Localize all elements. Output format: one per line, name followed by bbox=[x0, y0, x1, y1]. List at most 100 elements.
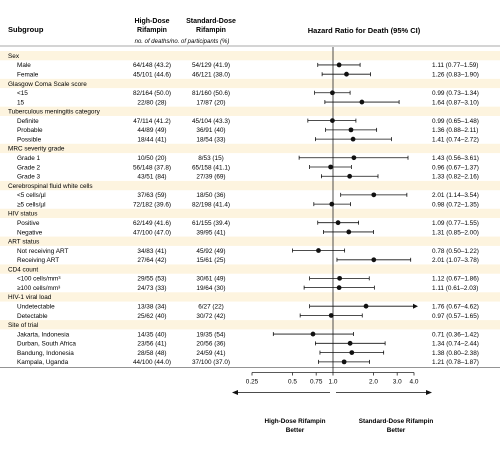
standard-dose-value: 82/198 (41.4) bbox=[192, 201, 230, 208]
high-dose-value: 10/50 (20) bbox=[137, 155, 166, 162]
footer-left-line1: High-Dose Rifampin bbox=[264, 418, 325, 425]
subgroup-label: Bandung, Indonesia bbox=[17, 350, 74, 357]
high-dose-value: 44/100 (44.0) bbox=[133, 359, 171, 366]
high-dose-value: 24/73 (33) bbox=[137, 285, 166, 292]
subgroup-label: Negative bbox=[17, 229, 43, 236]
category-band bbox=[0, 264, 500, 274]
hazard-ratio-point bbox=[363, 303, 369, 309]
hazard-ratio-point bbox=[347, 173, 353, 179]
standard-dose-value: 15/61 (25) bbox=[196, 257, 225, 264]
standard-dose-value: 19/35 (54) bbox=[196, 331, 225, 338]
standard-dose-value: 6/27 (22) bbox=[198, 304, 224, 311]
subgroup-label: Probable bbox=[17, 127, 43, 134]
hazard-ratio-point bbox=[348, 127, 354, 133]
hazard-ratio-text: 1.11 (0.77–1.59) bbox=[432, 62, 478, 69]
subgroup-label: Positive bbox=[17, 220, 40, 227]
subgroup-label: Durban, South Africa bbox=[17, 341, 76, 348]
hazard-ratio-point bbox=[336, 285, 342, 291]
hazard-ratio-text: 1.12 (0.67–1.86) bbox=[432, 276, 479, 283]
x-tick-label: 4.0 bbox=[410, 379, 419, 386]
hazard-ratio-text: 0.97 (0.57–1.65) bbox=[432, 313, 479, 320]
high-dose-header-line2: Rifampin bbox=[137, 27, 167, 34]
category-label: MRC severity grade bbox=[8, 146, 65, 153]
hazard-ratio-point bbox=[330, 90, 335, 96]
standard-dose-value: 81/160 (50.6) bbox=[192, 90, 230, 97]
standard-dose-value: 20/56 (36) bbox=[196, 341, 225, 348]
standard-dose-header-line1: Standard-Dose bbox=[186, 18, 236, 25]
hazard-ratio-point bbox=[328, 164, 334, 170]
category-band bbox=[0, 292, 500, 302]
hazard-ratio-point bbox=[346, 229, 352, 235]
hazard-ratio-point bbox=[337, 275, 343, 281]
hazard-ratio-text: 2.01 (1.14–3.54) bbox=[432, 192, 479, 199]
category-band bbox=[0, 180, 500, 191]
hazard-ratio-text: 2.01 (1.07–3.78) bbox=[432, 257, 479, 264]
hazard-ratio-text: 1.26 (0.83–1.90) bbox=[432, 72, 479, 79]
subgroup-label: Kampala, Uganda bbox=[17, 359, 69, 366]
right-direction-arrowhead bbox=[426, 390, 432, 396]
hazard-ratio-point bbox=[330, 118, 335, 123]
hazard-ratio-text: 1.76 (0.67–4.62) bbox=[432, 304, 479, 311]
category-label: Tuberculous meningitis category bbox=[8, 109, 101, 116]
high-dose-value: 56/148 (37.8) bbox=[133, 164, 171, 171]
hazard-ratio-text: 0.99 (0.65–1.48) bbox=[432, 118, 479, 125]
category-label: Glasgow Coma Scale score bbox=[8, 81, 87, 88]
high-dose-value: 43/51 (84) bbox=[137, 174, 166, 181]
hazard-ratio-text: 1.38 (0.80–2.38) bbox=[432, 350, 479, 357]
hazard-ratio-text: 0.78 (0.50–1.22) bbox=[432, 248, 479, 255]
hazard-ratio-header: Hazard Ratio for Death (95% CI) bbox=[308, 26, 421, 35]
high-dose-value: 47/100 (47.0) bbox=[133, 229, 171, 236]
category-label: HIV status bbox=[8, 211, 37, 218]
high-dose-value: 28/58 (48) bbox=[137, 350, 166, 357]
standard-dose-value: 24/59 (41) bbox=[196, 350, 225, 357]
subgroup-label: Undetectable bbox=[17, 304, 55, 311]
standard-dose-value: 45/92 (49) bbox=[196, 248, 225, 255]
standard-dose-value: 8/53 (15) bbox=[198, 155, 224, 162]
standard-dose-value: 30/72 (42) bbox=[196, 313, 225, 320]
category-label: Cerebrospinal fluid white cells bbox=[8, 183, 93, 190]
hazard-ratio-point bbox=[371, 257, 377, 263]
left-direction-arrowhead bbox=[232, 390, 238, 396]
high-dose-value: 13/38 (34) bbox=[137, 304, 166, 311]
high-dose-value: 34/83 (41) bbox=[137, 248, 166, 255]
standard-dose-value: 19/64 (30) bbox=[196, 285, 225, 292]
hazard-ratio-point bbox=[359, 99, 365, 105]
subgroup-label: Female bbox=[17, 72, 39, 79]
subgroup-label: ≥5 cells/µl bbox=[17, 201, 46, 208]
subgroup-label: <15 bbox=[17, 90, 28, 97]
subgroup-label: Receiving ART bbox=[17, 257, 59, 264]
hazard-ratio-text: 1.43 (0.56–3.61) bbox=[432, 155, 479, 162]
hazard-ratio-point bbox=[347, 340, 353, 346]
hazard-ratio-text: 1.64 (0.87–3.10) bbox=[432, 99, 479, 106]
subgroup-label: Male bbox=[17, 62, 31, 69]
hazard-ratio-text: 1.11 (0.61–2.03) bbox=[432, 285, 478, 292]
hazard-ratio-text: 1.21 (0.78–1.87) bbox=[432, 359, 479, 366]
subgroup-label: Grade 3 bbox=[17, 174, 41, 181]
hazard-ratio-text: 0.99 (0.73–1.34) bbox=[432, 90, 479, 97]
hazard-ratio-point bbox=[329, 201, 335, 207]
subgroup-label: <5 cells/µl bbox=[17, 192, 46, 199]
hazard-ratio-point bbox=[310, 331, 316, 337]
x-tick-label: 0.5 bbox=[288, 379, 297, 386]
x-tick-label: 1.0 bbox=[329, 379, 338, 386]
high-dose-value: 37/63 (59) bbox=[137, 192, 166, 199]
category-band bbox=[0, 78, 500, 89]
hazard-ratio-point bbox=[371, 192, 377, 198]
high-dose-value: 64/148 (43.2) bbox=[133, 62, 171, 69]
category-label: Site of trial bbox=[8, 322, 38, 329]
subgroup-label: Grade 1 bbox=[17, 155, 41, 162]
category-label: Sex bbox=[8, 53, 20, 60]
subgroup-label: 15 bbox=[17, 99, 25, 106]
standard-dose-value: 65/158 (41.1) bbox=[192, 164, 230, 171]
standard-dose-value: 18/54 (33) bbox=[196, 136, 225, 143]
footer-right-line2: Better bbox=[387, 427, 406, 434]
category-band bbox=[0, 236, 500, 246]
x-tick-label: 0.25 bbox=[246, 379, 259, 386]
standard-dose-value: 61/155 (39.4) bbox=[192, 220, 230, 227]
standard-dose-value: 45/104 (43.3) bbox=[192, 118, 230, 125]
footer-left-line2: Better bbox=[286, 427, 305, 434]
standard-dose-value: 46/121 (38.0) bbox=[192, 72, 230, 79]
category-label: ART status bbox=[8, 239, 39, 246]
